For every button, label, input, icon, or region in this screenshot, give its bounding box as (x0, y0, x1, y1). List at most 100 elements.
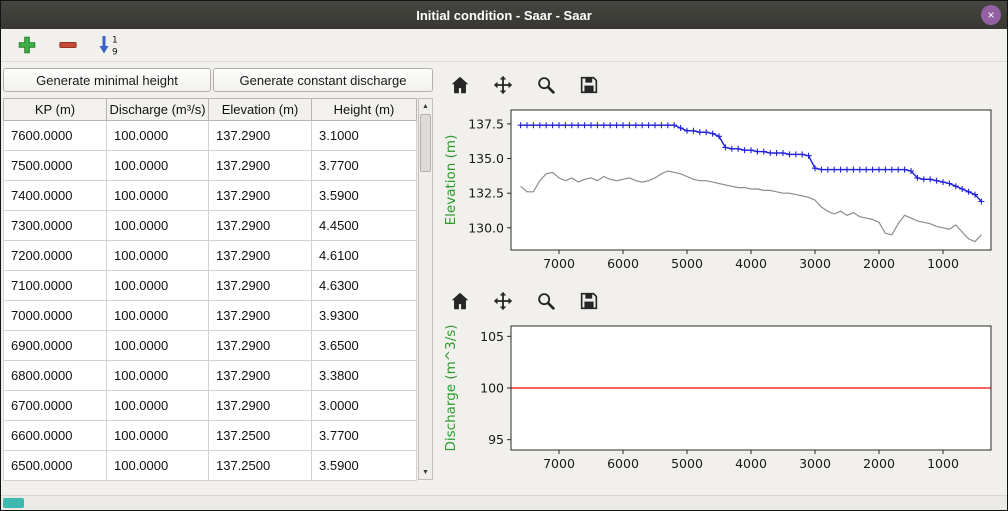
table-cell[interactable]: 137.2900 (208, 330, 312, 361)
table-cell[interactable]: 137.2900 (208, 300, 312, 331)
save-button[interactable] (576, 72, 602, 98)
table-cell[interactable]: 3.7700 (311, 150, 417, 181)
table-cell[interactable]: 3.5900 (311, 450, 417, 481)
svg-text:130.0: 130.0 (468, 220, 504, 235)
svg-text:7000: 7000 (543, 256, 575, 271)
charts-panel: 7000 6000 5000 4000 3000 2000 1000 130.0 132.5 13… (433, 66, 1005, 495)
save-button[interactable] (576, 288, 602, 314)
table-row: 6600.0000 100.0000 137.2500 3.7700 (3, 420, 417, 451)
column-header-height[interactable]: Height (m) (311, 98, 417, 121)
down-arrow-icon: ▼ (422, 468, 429, 476)
plus-icon (18, 36, 36, 54)
home-button[interactable] (447, 72, 473, 98)
svg-text:4000: 4000 (735, 456, 767, 471)
add-row-button[interactable] (14, 32, 40, 58)
table-cell[interactable]: 3.6500 (311, 330, 417, 361)
table-cell[interactable]: 100.0000 (106, 240, 209, 271)
table-cell[interactable]: 100.0000 (106, 210, 209, 241)
table-cell[interactable]: 4.6100 (311, 240, 417, 271)
table-cell[interactable]: 137.2900 (208, 180, 312, 211)
table-cell[interactable]: 6700.0000 (3, 390, 107, 421)
table-cell[interactable]: 137.2900 (208, 210, 312, 241)
table-cell[interactable]: 4.4500 (311, 210, 417, 241)
table-cell[interactable]: 100.0000 (106, 180, 209, 211)
column-header-discharge[interactable]: Discharge (m³/s) (106, 98, 209, 121)
svg-text:2000: 2000 (863, 256, 895, 271)
table-cell[interactable]: 100.0000 (106, 330, 209, 361)
table-cell[interactable]: 100.0000 (106, 150, 209, 181)
table-cell[interactable]: 3.5900 (311, 180, 417, 211)
main-toolbar: 1 9 (1, 29, 1007, 62)
sort-rows-button[interactable]: 1 9 (96, 32, 122, 58)
delete-row-button[interactable] (55, 32, 81, 58)
column-header-elevation[interactable]: Elevation (m) (208, 98, 312, 121)
discharge-plot-toolbar (441, 286, 1005, 316)
close-button[interactable]: × (981, 5, 1001, 25)
table-cell[interactable]: 100.0000 (106, 450, 209, 481)
table-cell[interactable]: 137.2900 (208, 270, 312, 301)
table-cell[interactable]: 3.1000 (311, 120, 417, 151)
svg-text:1: 1 (112, 36, 118, 46)
svg-text:9: 9 (112, 48, 118, 58)
svg-text:Discharge (m^3/s): Discharge (m^3/s) (443, 324, 459, 451)
elevation-chart[interactable]: 7000 6000 5000 4000 3000 2000 1000 130.0 132.5 13… (441, 102, 1001, 278)
generate-constant-discharge-button[interactable]: Generate constant discharge (213, 68, 433, 92)
table-cell[interactable]: 7200.0000 (3, 240, 107, 271)
table-cell[interactable]: 100.0000 (106, 390, 209, 421)
table-cell[interactable]: 6500.0000 (3, 450, 107, 481)
table-cell[interactable]: 137.2900 (208, 240, 312, 271)
table-cell[interactable]: 7300.0000 (3, 210, 107, 241)
table-cell[interactable]: 4.6300 (311, 270, 417, 301)
svg-text:95: 95 (488, 432, 504, 447)
table-row: 6700.0000 100.0000 137.2900 3.0000 (3, 390, 417, 421)
table-cell[interactable]: 7000.0000 (3, 300, 107, 331)
table-cell[interactable]: 137.2500 (208, 420, 312, 451)
table-cell[interactable]: 100.0000 (106, 300, 209, 331)
pan-button[interactable] (490, 288, 516, 314)
pan-button[interactable] (490, 72, 516, 98)
column-header-kp[interactable]: KP (m) (3, 98, 107, 121)
scrollbar-track[interactable] (419, 113, 432, 465)
table-cell[interactable]: 137.2900 (208, 150, 312, 181)
zoom-button[interactable] (533, 72, 559, 98)
svg-text:6000: 6000 (607, 256, 639, 271)
table-cell[interactable]: 7400.0000 (3, 180, 107, 211)
table-cell[interactable]: 100.0000 (106, 120, 209, 151)
table-cell[interactable]: 3.3800 (311, 360, 417, 391)
discharge-chart[interactable]: 7000 6000 5000 4000 3000 2000 1000 95 100 105 Disc… (441, 318, 1001, 478)
sort-descending-icon: 1 9 (99, 36, 118, 58)
horizontal-scrollbar[interactable] (1, 495, 1007, 510)
scroll-up-button[interactable]: ▲ (419, 99, 432, 113)
table-cell[interactable]: 3.0000 (311, 390, 417, 421)
scrollbar-thumb[interactable] (420, 114, 431, 172)
table-cell[interactable]: 100.0000 (106, 420, 209, 451)
table-cell[interactable]: 137.2500 (208, 450, 312, 481)
table-cell[interactable]: 100.0000 (106, 270, 209, 301)
close-icon: × (987, 8, 995, 22)
svg-text:3000: 3000 (799, 256, 831, 271)
generate-minimal-height-button[interactable]: Generate minimal height (3, 68, 211, 92)
elevation-plot-toolbar (441, 70, 1005, 100)
table-cell[interactable]: 137.2900 (208, 390, 312, 421)
vertical-scrollbar[interactable]: ▲ ▼ (418, 98, 433, 480)
table-cell[interactable]: 3.7700 (311, 420, 417, 451)
horizontal-scroll-thumb[interactable] (3, 498, 24, 508)
left-panel: Generate minimal height Generate constan… (3, 66, 433, 495)
zoom-button[interactable] (533, 288, 559, 314)
table-cell[interactable]: 3.9300 (311, 300, 417, 331)
table-cell[interactable]: 7100.0000 (3, 270, 107, 301)
table-row: 7500.0000 100.0000 137.2900 3.7700 (3, 150, 417, 181)
table-cell[interactable]: 6600.0000 (3, 420, 107, 451)
save-icon (580, 292, 598, 310)
table-cell[interactable]: 6900.0000 (3, 330, 107, 361)
scroll-down-button[interactable]: ▼ (419, 465, 432, 479)
home-button[interactable] (447, 288, 473, 314)
table-body: 7600.0000 100.0000 137.2900 3.1000 7500.0000… (3, 120, 417, 481)
table-cell[interactable]: 100.0000 (106, 360, 209, 391)
table-cell[interactable]: 137.2900 (208, 360, 312, 391)
table-cell[interactable]: 7600.0000 (3, 120, 107, 151)
table-cell[interactable]: 6800.0000 (3, 360, 107, 391)
table-cell[interactable]: 137.2900 (208, 120, 312, 151)
table-cell[interactable]: 7500.0000 (3, 150, 107, 181)
